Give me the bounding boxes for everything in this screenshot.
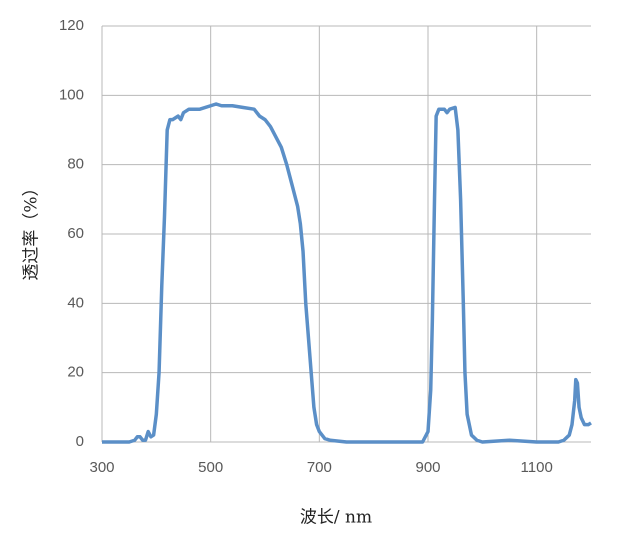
- x-tick-label: 500: [198, 459, 223, 476]
- x-axis-title: 波长/ nm: [300, 508, 372, 528]
- x-tick-label: 1100: [521, 459, 553, 476]
- x-tick-label: 300: [89, 459, 114, 476]
- x-tick-label: 900: [415, 459, 440, 476]
- x-tick-label: 700: [307, 459, 332, 476]
- y-tick-label: 120: [59, 17, 84, 34]
- y-tick-label: 60: [67, 225, 84, 242]
- y-tick-label: 20: [67, 364, 84, 381]
- y-tick-label: 40: [67, 294, 84, 311]
- data-line: [102, 102, 592, 444]
- y-tick-label: 80: [67, 156, 84, 173]
- y-tick-label: 100: [59, 86, 84, 103]
- y-axis-title: 透过率（%）: [22, 179, 42, 280]
- y-tick-label: 0: [76, 433, 84, 450]
